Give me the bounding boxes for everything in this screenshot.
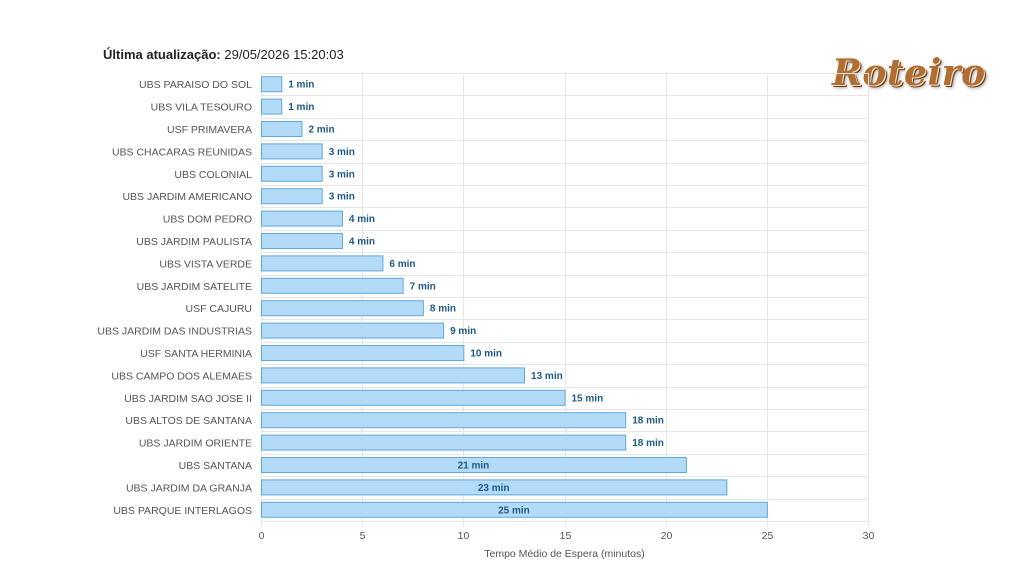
category-label: UBS VISTA VERDE xyxy=(159,258,252,270)
data-label: 18 min xyxy=(632,438,664,449)
bar xyxy=(261,300,424,317)
bar xyxy=(261,143,323,160)
category-label: UBS COLONIAL xyxy=(174,169,252,181)
data-label: 4 min xyxy=(349,214,375,225)
bar xyxy=(261,412,627,429)
category-label: UBS JARDIM PAULISTA xyxy=(136,236,252,248)
x-axis-title: Tempo Médio de Espera (minutos) xyxy=(484,548,645,560)
category-label: UBS JARDIM AMERICANO xyxy=(122,191,252,203)
data-label: 13 min xyxy=(531,371,563,382)
category-label: UBS JARDIM ORIENTE xyxy=(139,438,252,450)
data-label: 9 min xyxy=(450,326,476,337)
data-label: 10 min xyxy=(470,349,502,360)
bar xyxy=(261,479,728,496)
category-label: UBS SANTANA xyxy=(179,460,252,472)
category-label: UBS PARAISO DO SOL xyxy=(139,79,252,91)
bar xyxy=(261,188,323,205)
category-label: UBS DOM PEDRO xyxy=(163,214,252,226)
category-label: UBS CAMPO DOS ALEMAES xyxy=(111,370,252,382)
data-label: 15 min xyxy=(572,393,604,404)
x-tick-label: 5 xyxy=(360,530,366,542)
category-label: UBS CHACARAS REUNIDAS xyxy=(112,146,252,158)
category-label: UBS ALTOS DE SANTANA xyxy=(125,415,252,427)
bar xyxy=(261,501,768,518)
bar xyxy=(261,434,627,451)
x-tick-label: 20 xyxy=(661,530,673,542)
category-label: USF CAJURU xyxy=(185,303,252,315)
category-label: UBS JARDIM DAS INDUSTRIAS xyxy=(97,326,252,338)
data-label: 25 min xyxy=(498,505,530,516)
data-label: 23 min xyxy=(478,483,510,494)
data-label: 6 min xyxy=(389,259,415,270)
bar xyxy=(261,322,445,339)
bar xyxy=(261,233,343,249)
data-label: 7 min xyxy=(410,281,436,292)
data-label: 3 min xyxy=(329,192,355,203)
category-label: UBS JARDIM DA GRANJA xyxy=(126,482,252,494)
bar xyxy=(261,76,283,93)
bar xyxy=(261,345,465,361)
data-label: 1 min xyxy=(288,102,314,113)
category-label: UBS JARDIM SAO JOSE II xyxy=(124,393,252,405)
x-tick-label: 15 xyxy=(560,530,572,542)
category-label: UBS PARQUE INTERLAGOS xyxy=(113,505,252,517)
data-label: 21 min xyxy=(458,461,490,472)
data-label: 4 min xyxy=(349,237,375,248)
data-label: 2 min xyxy=(308,125,334,136)
x-tick-label: 30 xyxy=(863,530,875,542)
bar xyxy=(261,277,404,294)
bar xyxy=(261,367,526,384)
bar xyxy=(261,255,384,272)
last-update: Última atualização: 29/05/2026 15:20:03 xyxy=(103,47,344,62)
x-tick-label: 0 xyxy=(259,530,265,542)
data-label: 3 min xyxy=(329,169,355,180)
x-tick-label: 10 xyxy=(458,530,470,542)
bar xyxy=(261,165,323,182)
bar xyxy=(261,121,303,137)
data-label: 1 min xyxy=(288,80,314,91)
category-label: USF PRIMAVERA xyxy=(167,124,252,136)
bar xyxy=(261,210,343,227)
data-label: 3 min xyxy=(329,147,355,158)
bar xyxy=(261,457,687,473)
x-tick-label: 25 xyxy=(762,530,774,542)
last-update-label: Última atualização: xyxy=(103,47,221,62)
category-label: USF SANTA HERMINIA xyxy=(140,348,252,360)
category-label: UBS JARDIM SATELITE xyxy=(137,281,252,293)
data-label: 18 min xyxy=(632,416,664,427)
last-update-value: 29/05/2026 15:20:03 xyxy=(224,47,344,62)
bar xyxy=(261,389,566,406)
bar xyxy=(261,98,283,115)
category-label: UBS VILA TESOURO xyxy=(151,102,252,114)
data-label: 8 min xyxy=(430,304,456,315)
